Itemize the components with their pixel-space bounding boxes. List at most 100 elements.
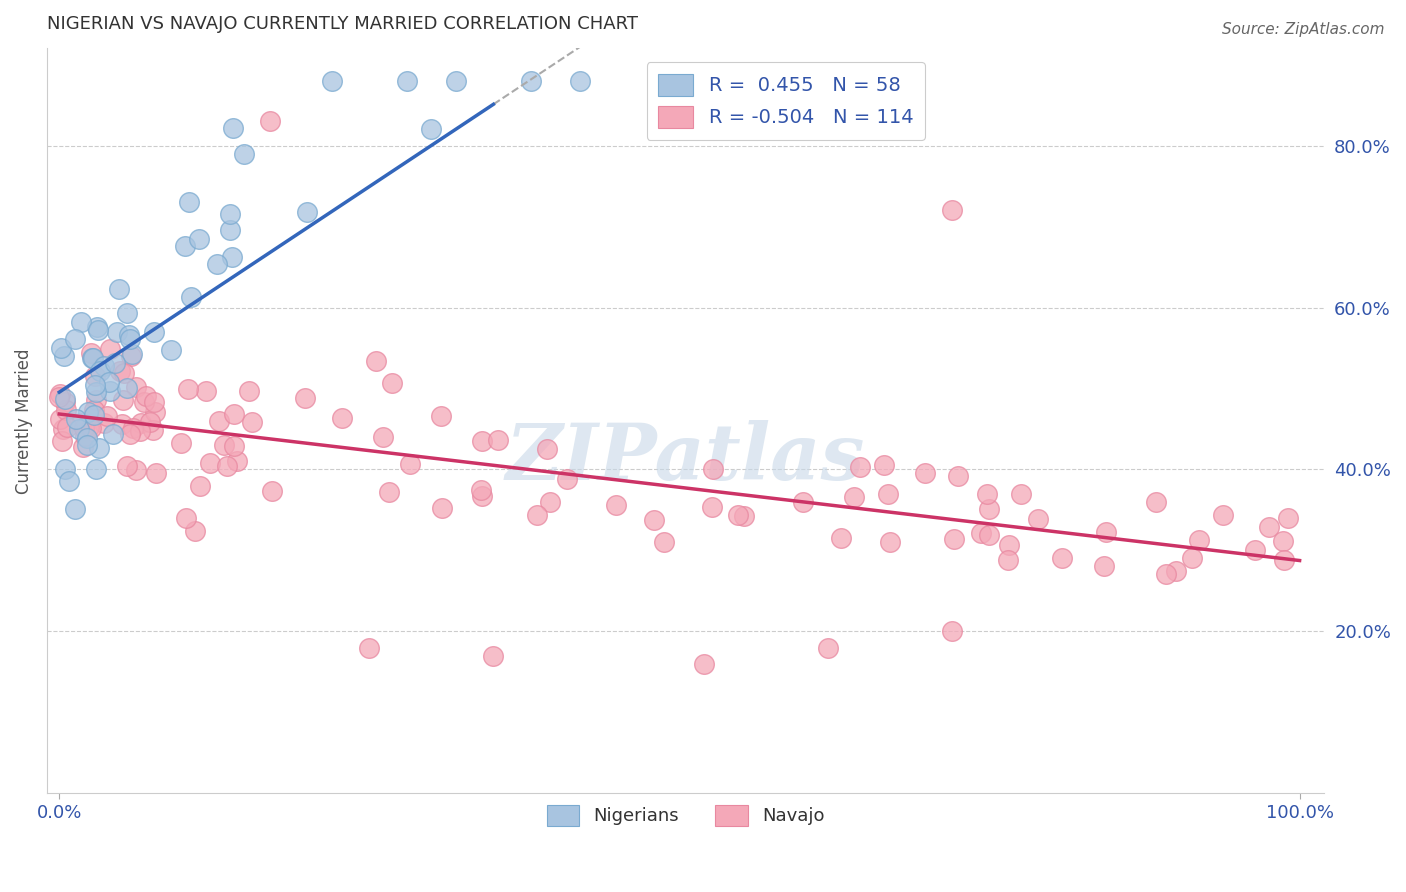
Point <box>180 290 202 304</box>
Point <box>321 74 343 88</box>
Point <box>77 420 100 434</box>
Point <box>56 419 79 434</box>
Point <box>1212 508 1234 522</box>
Point <box>471 489 494 503</box>
Point <box>1144 495 1167 509</box>
Point <box>538 494 561 508</box>
Point <box>76 405 98 419</box>
Point <box>830 532 852 546</box>
Point <box>1026 511 1049 525</box>
Point <box>76 438 98 452</box>
Legend: Nigerians, Navajo: Nigerians, Navajo <box>536 794 835 837</box>
Point <box>1050 551 1073 566</box>
Point <box>93 359 115 373</box>
Point <box>395 74 418 88</box>
Point <box>120 349 142 363</box>
Point <box>51 434 73 448</box>
Point <box>430 409 453 424</box>
Point <box>82 351 104 365</box>
Point <box>297 205 319 219</box>
Point <box>914 467 936 481</box>
Point <box>125 463 148 477</box>
Point <box>792 495 814 509</box>
Point <box>52 422 75 436</box>
Point <box>48 390 70 404</box>
Point <box>430 501 453 516</box>
Point <box>115 458 138 473</box>
Point <box>444 74 467 88</box>
Point <box>702 462 724 476</box>
Point <box>381 376 404 391</box>
Point <box>1258 519 1281 533</box>
Point <box>112 366 135 380</box>
Point <box>212 437 235 451</box>
Point <box>215 458 238 473</box>
Point <box>526 508 548 522</box>
Point <box>569 74 592 88</box>
Point <box>55 402 77 417</box>
Point <box>80 345 103 359</box>
Point <box>536 442 558 457</box>
Point <box>86 462 108 476</box>
Point <box>53 392 76 406</box>
Point <box>727 508 749 522</box>
Point <box>73 421 96 435</box>
Text: ZIPatlas: ZIPatlas <box>506 420 865 496</box>
Point <box>121 347 143 361</box>
Point <box>80 351 103 366</box>
Point <box>49 412 72 426</box>
Point <box>643 513 665 527</box>
Point <box>104 356 127 370</box>
Point <box>378 484 401 499</box>
Point <box>129 424 152 438</box>
Point <box>519 74 541 88</box>
Point <box>948 469 970 483</box>
Point <box>98 384 121 399</box>
Y-axis label: Currently Married: Currently Married <box>15 348 32 493</box>
Point <box>1272 533 1295 548</box>
Point <box>1243 543 1265 558</box>
Point <box>129 416 152 430</box>
Point <box>143 325 166 339</box>
Point <box>49 341 72 355</box>
Point <box>80 421 103 435</box>
Point <box>1181 551 1204 566</box>
Point <box>219 207 242 221</box>
Point <box>118 427 141 442</box>
Point <box>105 326 128 340</box>
Point <box>555 472 578 486</box>
Point <box>195 384 218 398</box>
Point <box>65 412 87 426</box>
Point <box>208 414 231 428</box>
Point <box>84 393 107 408</box>
Point <box>941 203 963 218</box>
Point <box>170 436 193 450</box>
Point <box>668 74 690 88</box>
Point <box>72 440 94 454</box>
Point <box>198 456 221 470</box>
Point <box>941 624 963 639</box>
Point <box>122 421 145 435</box>
Point <box>125 380 148 394</box>
Point <box>89 364 111 378</box>
Point <box>160 343 183 357</box>
Point <box>63 502 86 516</box>
Point <box>86 319 108 334</box>
Point <box>117 327 139 342</box>
Point <box>605 498 627 512</box>
Point <box>1188 533 1211 548</box>
Point <box>997 553 1019 567</box>
Point <box>98 376 121 390</box>
Point <box>115 381 138 395</box>
Point <box>482 648 505 663</box>
Point <box>87 322 110 336</box>
Point <box>53 462 76 476</box>
Point <box>221 250 243 264</box>
Point <box>371 430 394 444</box>
Point <box>73 429 96 443</box>
Point <box>142 423 165 437</box>
Point <box>977 528 1000 542</box>
Point <box>63 332 86 346</box>
Point <box>111 417 134 431</box>
Point <box>702 500 724 514</box>
